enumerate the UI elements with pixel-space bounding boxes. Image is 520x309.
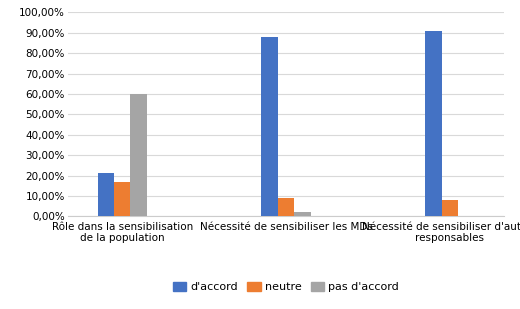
Bar: [278, 198, 294, 216]
Bar: [98, 173, 114, 216]
Bar: [131, 94, 147, 216]
Bar: [262, 37, 278, 216]
Legend: d'accord, neutre, pas d'accord: d'accord, neutre, pas d'accord: [168, 277, 404, 296]
Bar: [114, 182, 131, 216]
Bar: [425, 31, 441, 216]
Bar: [441, 200, 458, 216]
Bar: [294, 212, 310, 216]
